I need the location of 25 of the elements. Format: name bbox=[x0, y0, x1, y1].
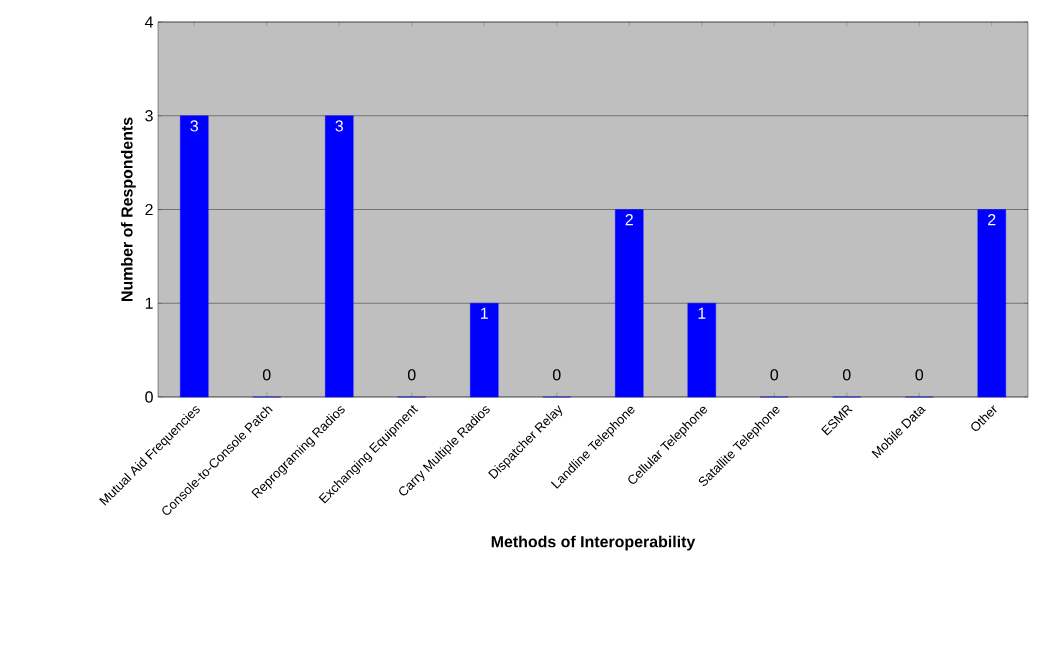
data-label: 3 bbox=[335, 120, 343, 132]
y-axis-title: Number of Respondents bbox=[120, 117, 136, 301]
x-axis-title: Methods of Interoperability bbox=[491, 535, 696, 551]
bar bbox=[470, 303, 499, 398]
data-label: 0 bbox=[407, 369, 416, 381]
y-tick-label: 1 bbox=[145, 297, 153, 309]
data-label: 2 bbox=[625, 214, 633, 226]
bar bbox=[977, 209, 1006, 398]
data-label: 3 bbox=[190, 120, 198, 132]
y-tick-label: 0 bbox=[145, 391, 153, 403]
data-label: 1 bbox=[481, 307, 488, 319]
y-tick-label: 3 bbox=[145, 110, 153, 122]
data-label: 2 bbox=[988, 214, 996, 226]
data-label: 0 bbox=[770, 369, 779, 381]
bar bbox=[325, 115, 354, 398]
data-label: 0 bbox=[552, 369, 561, 381]
data-label: 0 bbox=[842, 369, 851, 381]
data-label: 0 bbox=[262, 369, 271, 381]
data-label: 1 bbox=[698, 307, 706, 319]
data-label: 0 bbox=[915, 369, 924, 381]
bar bbox=[615, 209, 644, 398]
y-tick-label: 2 bbox=[145, 203, 153, 216]
bar bbox=[180, 115, 209, 398]
y-tick-label: 4 bbox=[144, 16, 154, 28]
bar bbox=[687, 303, 716, 398]
